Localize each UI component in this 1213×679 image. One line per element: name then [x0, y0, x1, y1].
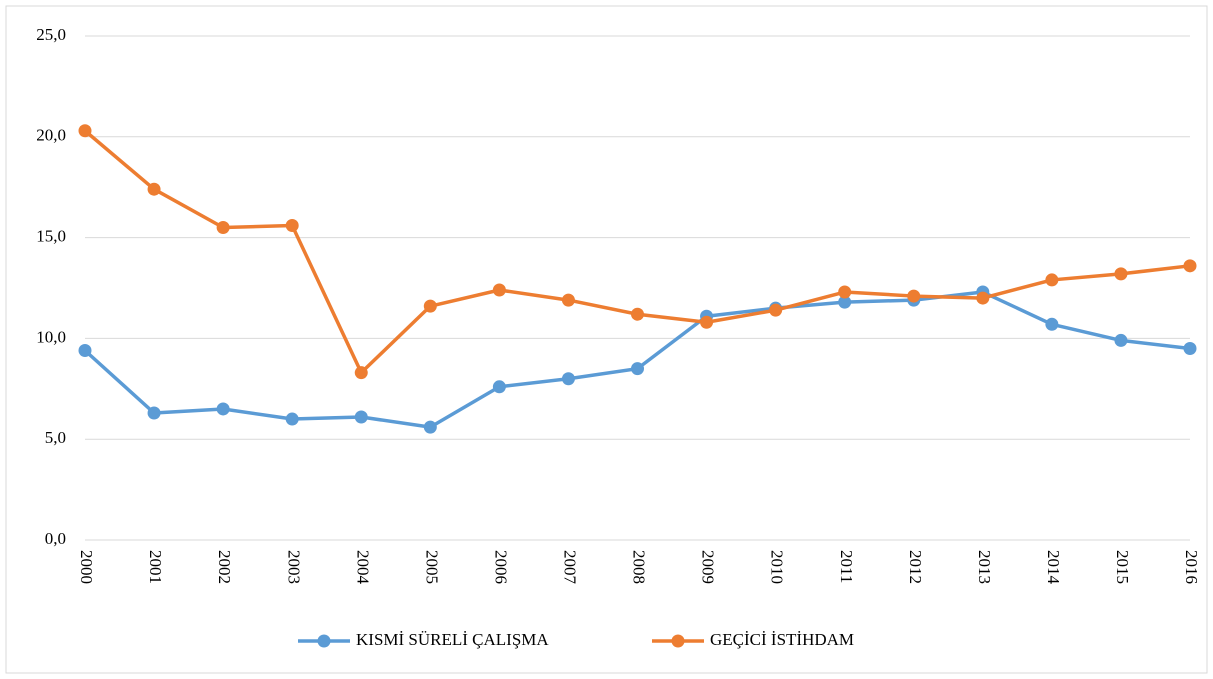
- point-marker: [216, 221, 230, 235]
- point-marker: [78, 343, 92, 357]
- point-marker: [492, 283, 506, 297]
- point-marker: [216, 402, 230, 416]
- point-marker: [354, 410, 368, 424]
- x-tick-label: 2005: [422, 550, 441, 584]
- point-marker: [1114, 333, 1128, 347]
- x-tick-label: 2008: [630, 550, 649, 584]
- point-marker: [631, 362, 644, 376]
- x-tick-label: 2011: [837, 550, 856, 583]
- point-marker: [147, 406, 161, 420]
- x-tick-label: 2015: [1113, 550, 1132, 584]
- point-marker: [561, 372, 575, 386]
- legend-swatch-marker: [671, 634, 685, 648]
- point-marker: [1183, 341, 1197, 355]
- y-tick-label: 10,0: [36, 327, 66, 346]
- point-marker: [147, 182, 161, 196]
- y-tick-label: 15,0: [36, 227, 66, 246]
- point-marker: [561, 293, 575, 307]
- point-marker: [1114, 267, 1128, 281]
- point-marker: [285, 412, 299, 426]
- point-marker: [700, 315, 714, 329]
- point-marker: [838, 285, 852, 299]
- point-marker: [285, 219, 299, 233]
- chart-border: [5, 5, 1208, 674]
- point-marker: [423, 420, 437, 434]
- x-tick-label: 2012: [906, 550, 925, 584]
- point-marker: [907, 289, 921, 303]
- x-tick-label: 2009: [699, 550, 718, 584]
- y-tick-label: 20,0: [36, 126, 66, 145]
- x-tick-label: 2004: [353, 550, 372, 585]
- point-marker: [492, 380, 506, 394]
- point-marker: [631, 307, 644, 321]
- x-tick-label: 2014: [1044, 550, 1063, 585]
- legend-label: GEÇİCİ İSTİHDAM: [710, 630, 854, 649]
- x-tick-label: 2000: [77, 550, 96, 584]
- point-marker: [1045, 317, 1059, 331]
- x-tick-label: 2010: [768, 550, 787, 584]
- x-tick-label: 2007: [561, 550, 580, 585]
- point-marker: [423, 299, 437, 313]
- point-marker: [78, 124, 92, 138]
- legend-swatch-marker: [317, 634, 331, 648]
- y-tick-label: 0,0: [45, 529, 66, 548]
- point-marker: [1183, 259, 1197, 273]
- x-tick-label: 2016: [1182, 550, 1201, 584]
- legend-label: KISMİ SÜRELİ ÇALIŞMA: [356, 630, 549, 649]
- point-marker: [354, 366, 368, 380]
- point-marker: [838, 295, 852, 309]
- x-tick-label: 2001: [146, 550, 165, 584]
- y-tick-label: 25,0: [36, 25, 66, 44]
- x-tick-label: 2003: [284, 550, 303, 584]
- point-marker: [769, 303, 783, 317]
- x-tick-label: 2006: [491, 550, 510, 584]
- point-marker: [976, 291, 990, 305]
- point-marker: [1045, 273, 1059, 287]
- x-tick-label: 2013: [975, 550, 994, 584]
- x-tick-label: 2002: [215, 550, 234, 584]
- y-tick-label: 5,0: [45, 428, 66, 447]
